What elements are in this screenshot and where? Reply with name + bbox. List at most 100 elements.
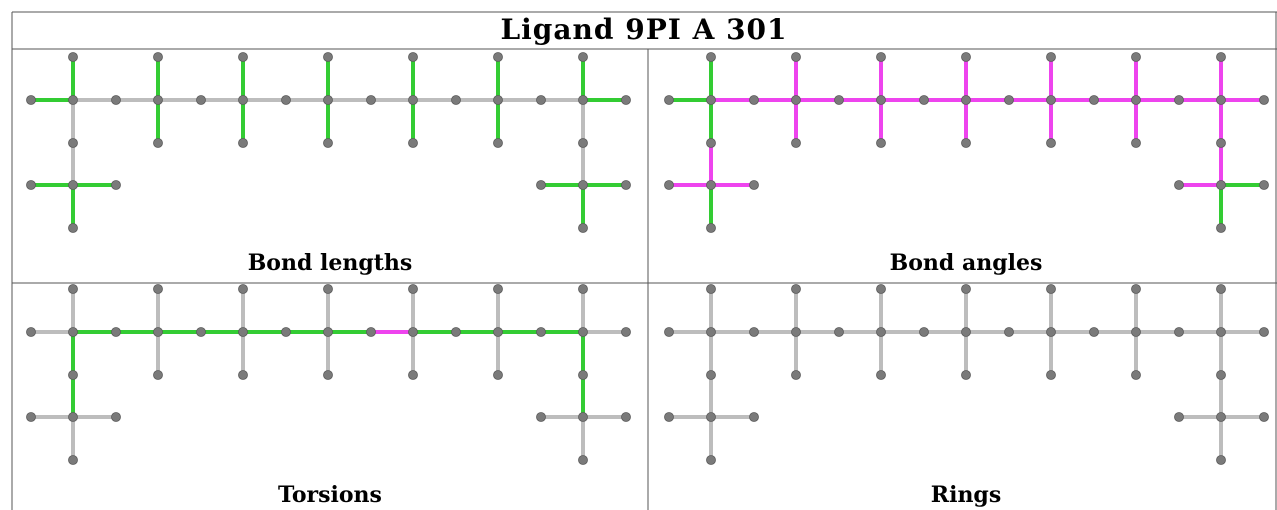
atom [749, 95, 759, 105]
atom [281, 95, 291, 105]
atom [238, 327, 248, 337]
atom [706, 223, 716, 233]
atom [1089, 327, 1099, 337]
molecule-bond-lengths [26, 52, 631, 233]
atom [111, 412, 121, 422]
atom [238, 52, 248, 62]
atom [791, 95, 801, 105]
atom [1216, 412, 1226, 422]
atom [1259, 412, 1269, 422]
atom [1131, 370, 1141, 380]
atom [961, 52, 971, 62]
atom [706, 370, 716, 380]
atom [493, 327, 503, 337]
atom [578, 455, 588, 465]
atom [876, 52, 886, 62]
atom [791, 52, 801, 62]
atom [238, 138, 248, 148]
atom [323, 284, 333, 294]
atom [876, 138, 886, 148]
atom [1131, 52, 1141, 62]
atom [749, 327, 759, 337]
atom [749, 180, 759, 190]
atom [1174, 180, 1184, 190]
atom [664, 180, 674, 190]
atom [493, 138, 503, 148]
atom [621, 327, 631, 337]
caption-rings: Rings [930, 482, 1002, 508]
atom [706, 412, 716, 422]
atom [919, 95, 929, 105]
atom [578, 284, 588, 294]
atom [919, 327, 929, 337]
atom [153, 95, 163, 105]
atom [1259, 180, 1269, 190]
atom [323, 52, 333, 62]
atom [111, 180, 121, 190]
atom [1131, 284, 1141, 294]
atom [578, 138, 588, 148]
atom [1216, 327, 1226, 337]
atom [1216, 180, 1226, 190]
atom [68, 138, 78, 148]
atom [68, 180, 78, 190]
atom [68, 284, 78, 294]
atom [1259, 327, 1269, 337]
atom [26, 412, 36, 422]
atom [323, 370, 333, 380]
atom [791, 138, 801, 148]
atom [791, 327, 801, 337]
atom [536, 327, 546, 337]
atom [961, 370, 971, 380]
atom [1216, 223, 1226, 233]
atom [706, 52, 716, 62]
atom [26, 95, 36, 105]
atom [749, 412, 759, 422]
atom [493, 52, 503, 62]
atom [153, 52, 163, 62]
atom [961, 284, 971, 294]
atom [1174, 327, 1184, 337]
atom [493, 284, 503, 294]
atom [706, 180, 716, 190]
atom [323, 138, 333, 148]
atom [493, 95, 503, 105]
atom [1089, 95, 1099, 105]
atom [876, 95, 886, 105]
atom [578, 180, 588, 190]
atom [876, 284, 886, 294]
atom [153, 284, 163, 294]
atom [536, 180, 546, 190]
atom [664, 412, 674, 422]
atom [281, 327, 291, 337]
atom [1046, 370, 1056, 380]
atom [1004, 327, 1014, 337]
atom [1131, 95, 1141, 105]
atom [834, 327, 844, 337]
atom [1216, 455, 1226, 465]
atom [366, 327, 376, 337]
atom [1216, 138, 1226, 148]
caption-torsions: Torsions [278, 482, 382, 508]
atom [706, 327, 716, 337]
atom [26, 327, 36, 337]
atom [1131, 138, 1141, 148]
atom [1174, 412, 1184, 422]
atom [706, 284, 716, 294]
atom [451, 95, 461, 105]
atom [493, 370, 503, 380]
atom [876, 370, 886, 380]
atom [1046, 327, 1056, 337]
atom [791, 284, 801, 294]
atom [26, 180, 36, 190]
atom [1046, 52, 1056, 62]
atom [1046, 95, 1056, 105]
atom [1216, 95, 1226, 105]
atom [68, 223, 78, 233]
atom [323, 327, 333, 337]
atom [111, 95, 121, 105]
atom [68, 370, 78, 380]
atom [578, 223, 588, 233]
atom [621, 95, 631, 105]
atom [111, 327, 121, 337]
